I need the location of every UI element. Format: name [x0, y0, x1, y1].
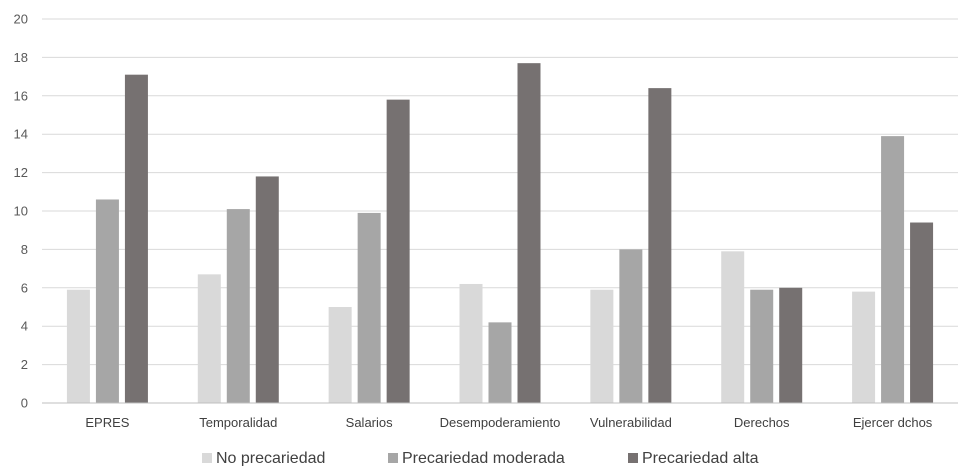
bar-no-precariedad [328, 307, 352, 403]
bar-no-precariedad [197, 274, 221, 403]
bar-no-precariedad [721, 251, 745, 403]
bar-precariedad-alta [255, 176, 279, 403]
x-axis-categories: EPRES Temporalidad Salarios Desempoderamien… [85, 415, 932, 430]
legend-swatch [202, 453, 212, 463]
x-category-label: Desempoderamiento [440, 415, 561, 430]
legend-label: Precariedad moderada [402, 450, 565, 466]
bar-no-precariedad [459, 283, 483, 403]
bar-precariedad-moderada [95, 199, 119, 403]
bar-precariedad-moderada [750, 289, 774, 403]
y-tick-label: 4 [21, 319, 28, 334]
bars [66, 63, 934, 404]
y-tick-label: 20 [14, 12, 28, 27]
bar-precariedad-moderada [488, 322, 512, 403]
gridlines [42, 18, 958, 366]
bar-precariedad-alta [779, 287, 803, 403]
x-category-label: Ejercer dchos [853, 415, 933, 430]
x-category-label: Temporalidad [199, 415, 277, 430]
y-tick-label: 14 [14, 127, 28, 142]
bar-no-precariedad [590, 289, 614, 403]
x-category-label: Derechos [734, 415, 790, 430]
y-tick-label: 6 [21, 280, 28, 295]
y-tick-label: 12 [14, 165, 28, 180]
x-category-label: Vulnerabilidad [590, 415, 672, 430]
bar-precariedad-alta [517, 63, 541, 403]
bar-precariedad-alta [386, 99, 410, 403]
bar-precariedad-moderada [619, 249, 643, 403]
y-tick-label: 16 [14, 88, 28, 103]
y-axis-ticks: 0 2 4 6 8 10 12 14 16 18 20 [14, 12, 28, 411]
bar-no-precariedad [66, 289, 90, 403]
bar-precariedad-alta [910, 222, 934, 403]
y-tick-label: 10 [14, 204, 28, 219]
y-tick-label: 8 [21, 242, 28, 257]
legend: No precariedad Precariedad moderada Precar… [202, 450, 759, 466]
y-tick-label: 2 [21, 357, 28, 372]
bar-precariedad-moderada [226, 209, 250, 403]
bar-precariedad-alta [124, 74, 148, 404]
y-tick-label: 0 [21, 396, 28, 411]
x-category-label: Salarios [346, 415, 393, 430]
legend-swatch [388, 453, 398, 463]
bar-no-precariedad [852, 291, 876, 403]
x-category-label: EPRES [85, 415, 129, 430]
bar-precariedad-moderada [357, 212, 381, 403]
bar-precariedad-moderada [881, 136, 905, 403]
legend-label: Precariedad alta [642, 450, 759, 466]
legend-swatch [628, 453, 638, 463]
y-tick-label: 18 [14, 50, 28, 65]
bar-precariedad-alta [648, 88, 672, 404]
legend-label: No precariedad [216, 450, 325, 466]
